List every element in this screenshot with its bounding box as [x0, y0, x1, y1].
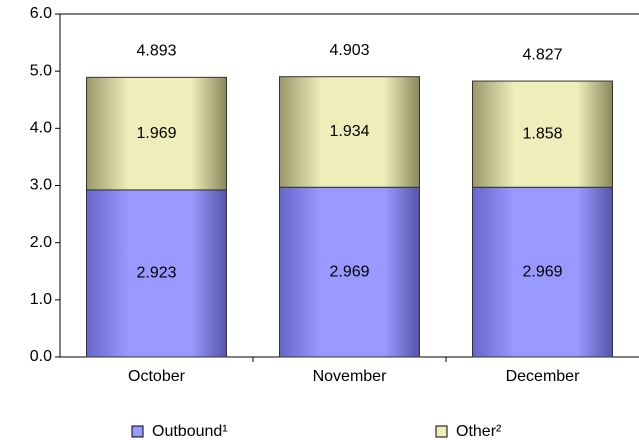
y-tick-label: 3.0 — [30, 177, 52, 194]
legend-swatch — [131, 425, 144, 438]
y-tick-label: 4.0 — [30, 120, 52, 137]
legend-label: Other² — [456, 423, 502, 440]
data-label: 1.969 — [136, 125, 176, 142]
data-label: 1.934 — [329, 123, 369, 140]
legend-label: Outbound¹ — [152, 423, 228, 440]
y-tick-label: 1.0 — [30, 291, 52, 308]
total-label: 4.827 — [522, 46, 562, 63]
bar-segment — [472, 80, 613, 188]
y-tick-label: 5.0 — [30, 62, 52, 79]
data-label: 2.969 — [522, 263, 562, 280]
y-tick-label: 0.0 — [30, 348, 52, 365]
x-tick-label: October — [128, 368, 186, 385]
bar-segment — [472, 186, 613, 358]
x-tick-label: December — [506, 368, 580, 385]
data-label: 2.923 — [136, 265, 176, 282]
total-label: 4.903 — [329, 42, 369, 59]
total-label: 4.893 — [136, 43, 176, 60]
bar-segment — [86, 189, 227, 358]
data-label: 1.858 — [522, 125, 562, 142]
y-tick-label: 2.0 — [30, 234, 52, 251]
bar-segment — [86, 76, 227, 191]
legend-swatch — [435, 425, 448, 438]
bar-segment — [279, 76, 420, 188]
x-tick-label: November — [313, 368, 387, 385]
data-label: 2.969 — [329, 263, 369, 280]
y-tick-label: 6.0 — [30, 5, 52, 22]
